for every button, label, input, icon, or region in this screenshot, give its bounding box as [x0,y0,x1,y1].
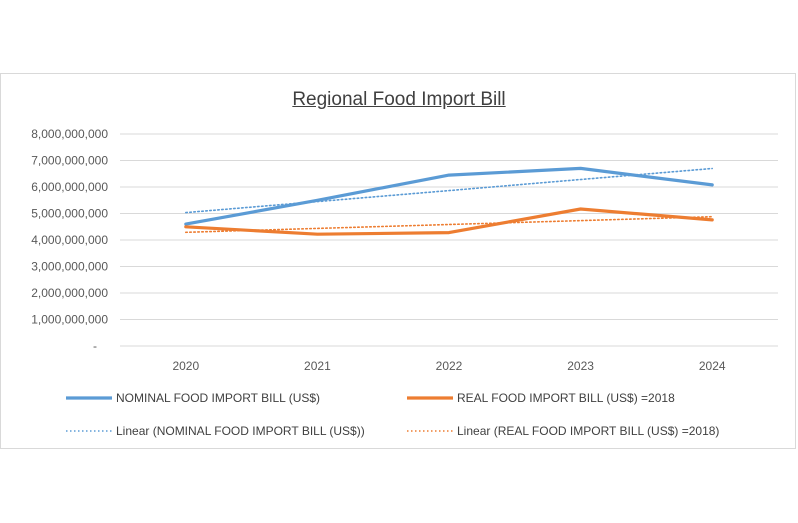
x-tick-label: 2022 [436,359,463,373]
legend-label: Linear (NOMINAL FOOD IMPORT BILL (US$)) [116,424,365,438]
x-tick-label: 2024 [699,359,726,373]
y-tick-label: - [93,339,97,353]
line-series-1 [184,207,714,236]
legend-label: Linear (REAL FOOD IMPORT BILL (US$) =201… [457,424,719,438]
x-tick-label: 2020 [172,359,199,373]
line-series-0 [184,166,714,226]
y-tick-label: 2,000,000,000 [31,286,108,300]
trendline-series-2 [185,167,714,214]
y-tick-label: 5,000,000,000 [31,207,108,221]
y-tick-label: 4,000,000,000 [31,233,108,247]
x-tick-label: 2023 [567,359,594,373]
trendline-series-3 [185,215,714,234]
legend-label: REAL FOOD IMPORT BILL (US$) =2018 [457,391,675,405]
x-tick-label: 2021 [304,359,331,373]
y-tick-label: 1,000,000,000 [31,313,108,327]
legend-label: NOMINAL FOOD IMPORT BILL (US$) [116,391,320,405]
chart-frame [0,73,796,449]
y-tick-label: 7,000,000,000 [31,154,108,168]
y-tick-label: 8,000,000,000 [31,127,108,141]
chart-title: Regional Food Import Bill [292,89,506,110]
y-tick-label: 3,000,000,000 [31,260,108,274]
y-tick-label: 6,000,000,000 [31,180,108,194]
